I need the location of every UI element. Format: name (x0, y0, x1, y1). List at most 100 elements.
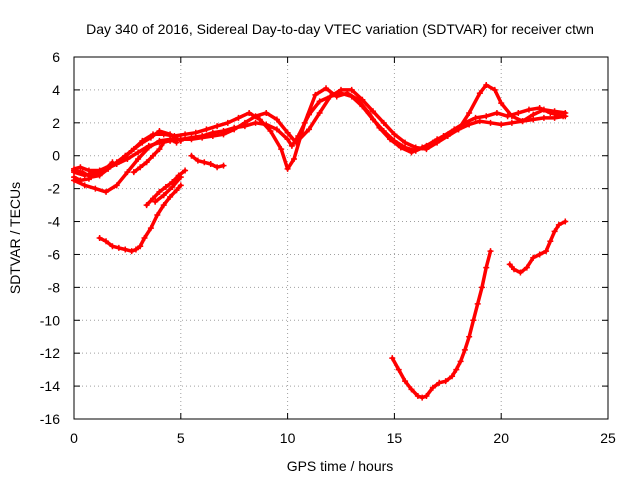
data-point (137, 164, 144, 171)
data-point (273, 126, 280, 133)
data-point (92, 185, 99, 192)
data-point (135, 156, 142, 163)
data-point (203, 126, 210, 133)
data-point (177, 174, 184, 181)
y-tick-label: -8 (48, 279, 61, 295)
data-point (517, 269, 524, 276)
data-point (449, 373, 456, 380)
data-point (167, 136, 174, 143)
data-point (173, 139, 180, 146)
data-point (476, 118, 483, 125)
data-point (391, 131, 398, 138)
data-point (436, 379, 443, 386)
data-point (397, 144, 404, 151)
y-tick-label: 0 (52, 148, 60, 164)
data-point (177, 182, 184, 189)
data-point (160, 139, 167, 146)
series-track-5 (71, 159, 116, 184)
data-point (284, 165, 291, 172)
data-point (470, 317, 477, 324)
data-point (109, 243, 116, 250)
data-point (156, 188, 163, 195)
data-point (122, 246, 129, 253)
data-point (498, 121, 505, 128)
data-point (284, 136, 291, 143)
series-line (189, 153, 226, 169)
data-point (365, 109, 372, 116)
data-point (143, 159, 150, 166)
series-track-11 (389, 248, 494, 401)
data-point (370, 108, 377, 115)
data-point (103, 238, 110, 245)
data-point (376, 124, 383, 131)
data-point (389, 355, 396, 362)
data-point (451, 126, 458, 133)
data-point (207, 160, 214, 167)
data-point (348, 86, 355, 93)
data-point (256, 116, 263, 123)
data-point (483, 264, 490, 271)
x-tick-label: 20 (493, 430, 509, 446)
data-point (135, 149, 142, 156)
data-point (224, 119, 231, 126)
data-point (414, 392, 421, 399)
data-point (491, 86, 498, 93)
data-point (380, 119, 387, 126)
data-point (543, 248, 550, 255)
data-point (154, 211, 161, 218)
series-line (390, 249, 493, 400)
data-point (156, 128, 163, 135)
data-point (487, 248, 494, 255)
data-point (344, 90, 351, 97)
data-point (536, 251, 543, 258)
data-point (92, 170, 99, 177)
chart-title: Day 340 of 2016, Sidereal Day-to-day VTE… (86, 21, 594, 37)
data-point (103, 188, 110, 195)
series-track-2 (71, 81, 569, 195)
data-point (419, 394, 426, 401)
data-point (562, 109, 569, 116)
data-point (423, 392, 430, 399)
data-point (147, 134, 154, 141)
data-point (188, 152, 195, 159)
y-tick-label: -6 (48, 246, 61, 262)
data-point (511, 266, 518, 273)
data-point (305, 126, 312, 133)
data-point (419, 144, 426, 151)
data-point (338, 86, 344, 93)
data-point (288, 142, 295, 149)
y-tick-label: -2 (48, 181, 61, 197)
data-point (177, 137, 184, 144)
data-point (530, 111, 537, 118)
data-point (312, 91, 319, 98)
series-layer (71, 81, 569, 401)
x-tick-label: 15 (387, 430, 403, 446)
data-point (278, 146, 285, 153)
data-point (231, 126, 238, 133)
data-point (291, 156, 298, 163)
data-point (506, 261, 513, 268)
data-point (115, 244, 122, 251)
data-point (273, 116, 280, 123)
data-point (387, 136, 394, 143)
data-point (160, 202, 167, 209)
data-point (139, 139, 146, 146)
data-point (540, 114, 547, 121)
y-tick-label: -12 (40, 345, 60, 361)
data-point (472, 114, 479, 121)
series-track-8 (143, 167, 189, 209)
x-tick-label: 25 (600, 430, 616, 446)
data-point (440, 132, 447, 139)
data-point (241, 119, 248, 126)
data-point (408, 386, 415, 393)
data-point (333, 93, 340, 100)
data-point (194, 157, 201, 164)
y-tick-label: -16 (40, 411, 60, 427)
data-point (130, 169, 137, 176)
data-point (156, 146, 163, 153)
y-axis-label: SDTVAR / TECUs (7, 182, 23, 294)
data-point (141, 235, 148, 241)
data-point (551, 114, 558, 121)
data-point (214, 164, 221, 171)
